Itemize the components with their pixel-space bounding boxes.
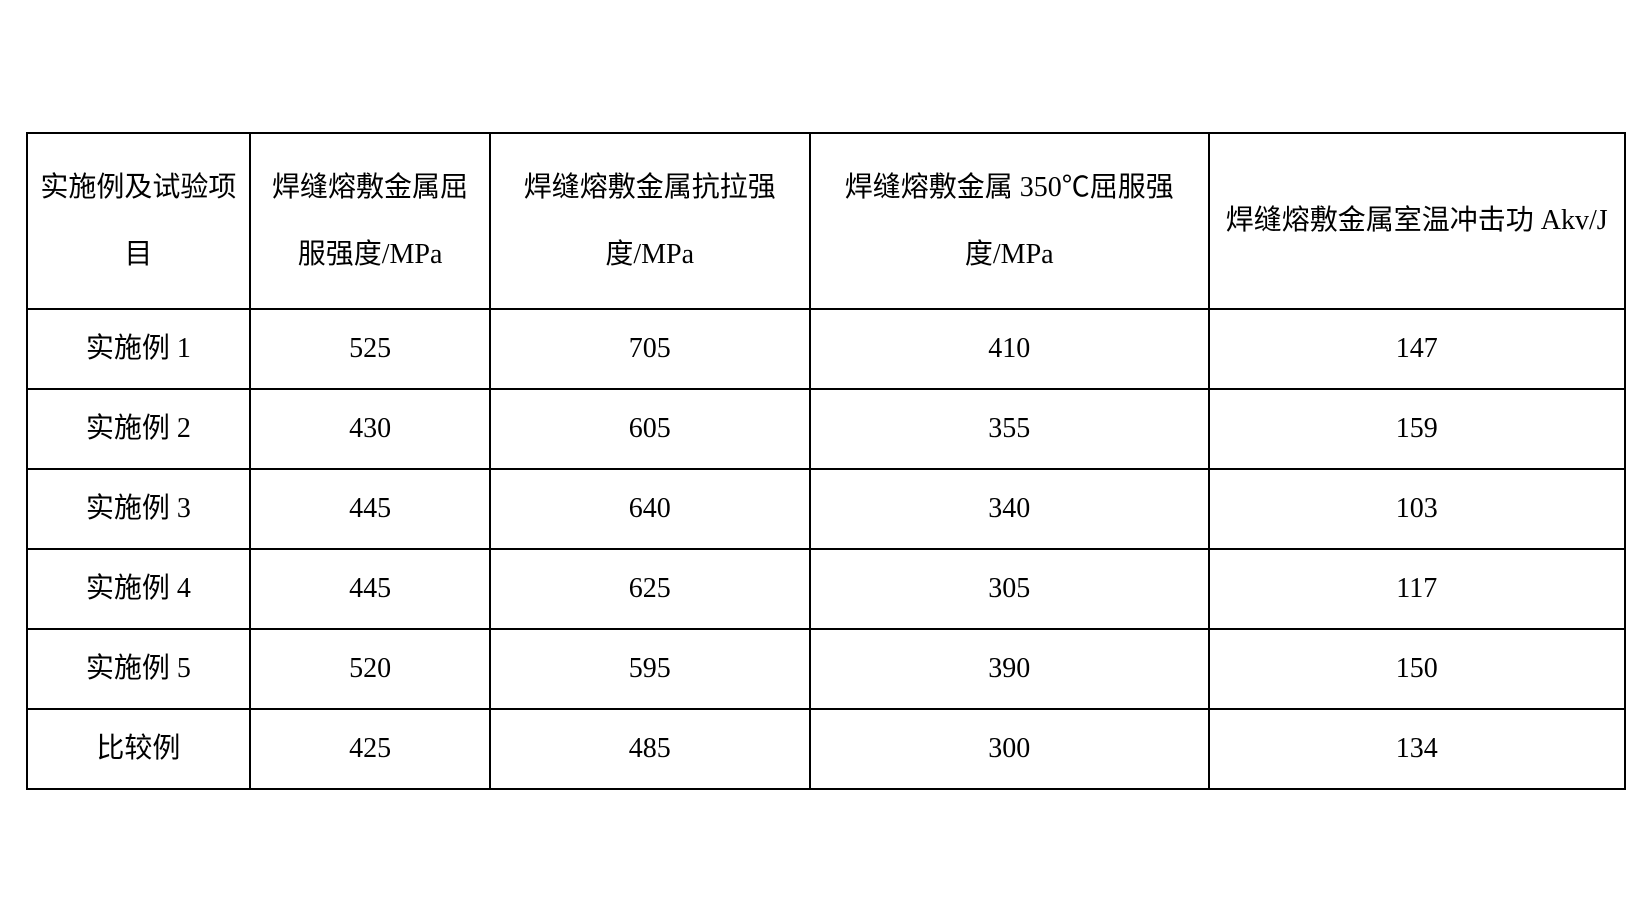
cell-value: 390 [810,629,1210,709]
row-label: 比较例 [27,709,251,789]
cell-value: 605 [490,389,810,469]
cell-value: 625 [490,549,810,629]
header-cell-3: 焊缝熔敷金属 350℃屈服强度/MPa [810,133,1210,309]
cell-value: 340 [810,469,1210,549]
cell-value: 430 [250,389,490,469]
table-row: 实施例 3 445 640 340 103 [27,469,1625,549]
table-row: 实施例 4 445 625 305 117 [27,549,1625,629]
cell-value: 595 [490,629,810,709]
cell-value: 305 [810,549,1210,629]
cell-value: 525 [250,309,490,389]
row-label: 实施例 1 [27,309,251,389]
cell-value: 117 [1209,549,1625,629]
row-label: 实施例 5 [27,629,251,709]
header-cell-2: 焊缝熔敷金属抗拉强度/MPa [490,133,810,309]
data-table: 实施例及试验项目 焊缝熔敷金属屈服强度/MPa 焊缝熔敷金属抗拉强度/MPa 焊… [26,132,1626,790]
header-cell-1: 焊缝熔敷金属屈服强度/MPa [250,133,490,309]
table-container: 实施例及试验项目 焊缝熔敷金属屈服强度/MPa 焊缝熔敷金属抗拉强度/MPa 焊… [26,132,1626,790]
cell-value: 445 [250,549,490,629]
table-row: 实施例 1 525 705 410 147 [27,309,1625,389]
table-header: 实施例及试验项目 焊缝熔敷金属屈服强度/MPa 焊缝熔敷金属抗拉强度/MPa 焊… [27,133,1625,309]
cell-value: 355 [810,389,1210,469]
cell-value: 134 [1209,709,1625,789]
header-cell-4: 焊缝熔敷金属室温冲击功 Akv/J [1209,133,1625,309]
header-cell-0: 实施例及试验项目 [27,133,251,309]
table-row: 比较例 425 485 300 134 [27,709,1625,789]
cell-value: 410 [810,309,1210,389]
cell-value: 705 [490,309,810,389]
cell-value: 103 [1209,469,1625,549]
cell-value: 640 [490,469,810,549]
cell-value: 300 [810,709,1210,789]
row-label: 实施例 3 [27,469,251,549]
row-label: 实施例 2 [27,389,251,469]
header-row: 实施例及试验项目 焊缝熔敷金属屈服强度/MPa 焊缝熔敷金属抗拉强度/MPa 焊… [27,133,1625,309]
table-row: 实施例 2 430 605 355 159 [27,389,1625,469]
cell-value: 425 [250,709,490,789]
cell-value: 150 [1209,629,1625,709]
table-row: 实施例 5 520 595 390 150 [27,629,1625,709]
cell-value: 445 [250,469,490,549]
row-label: 实施例 4 [27,549,251,629]
cell-value: 520 [250,629,490,709]
cell-value: 147 [1209,309,1625,389]
cell-value: 159 [1209,389,1625,469]
table-body: 实施例 1 525 705 410 147 实施例 2 430 605 355 … [27,309,1625,789]
cell-value: 485 [490,709,810,789]
